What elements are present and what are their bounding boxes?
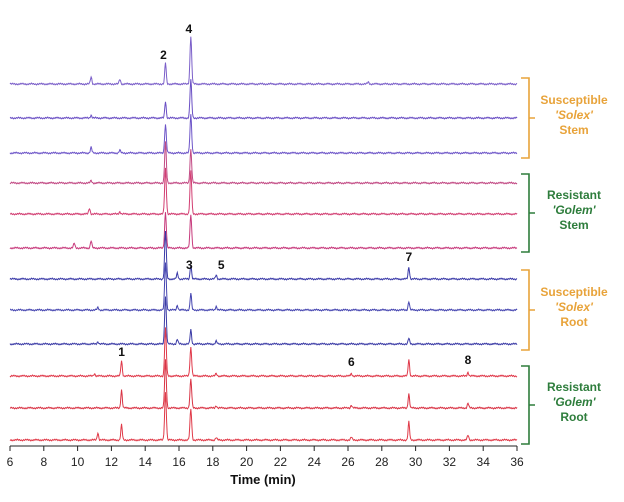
chromatogram-trace	[9, 359, 518, 410]
chromatogram-trace	[9, 114, 518, 155]
peak-label: 6	[348, 355, 355, 369]
x-tick-label: 10	[71, 455, 85, 469]
x-tick-label: 6	[7, 455, 14, 469]
group-label-line: Susceptible	[540, 285, 608, 299]
chromatogram-trace	[9, 167, 518, 216]
group-label-line: 'Solex'	[555, 300, 594, 314]
group-label-line: Resistant	[547, 188, 601, 202]
x-tick-label: 34	[477, 455, 491, 469]
x-tick-label: 20	[240, 455, 254, 469]
chromatogram-trace	[9, 79, 518, 120]
peak-label: 2	[160, 48, 167, 62]
group-label-line: Root	[560, 315, 587, 329]
x-tick-label: 16	[172, 455, 186, 469]
group-bracket	[521, 269, 535, 351]
chromatogram-trace	[9, 327, 518, 378]
x-tick-label: 12	[105, 455, 119, 469]
peak-label: 1	[118, 345, 125, 359]
chromatogram-trace	[10, 262, 518, 312]
group-label-line: 'Solex'	[555, 108, 594, 122]
chromatogram-trace	[9, 212, 518, 250]
x-tick-label: 8	[40, 455, 47, 469]
chromatogram-trace	[9, 36, 518, 86]
x-tick-label: 14	[139, 455, 153, 469]
peak-labels-layer: 1 2 3 4 5 6 7 8	[118, 22, 471, 369]
group-label-line: 'Golem'	[552, 203, 596, 217]
x-tick-label: 24	[308, 455, 322, 469]
x-tick-label: 30	[409, 455, 423, 469]
group-label-line: Stem	[559, 218, 588, 232]
peak-label: 4	[185, 22, 192, 36]
chromatogram-trace	[9, 231, 518, 281]
group-label-line: Root	[560, 410, 587, 424]
group-label-line: Resistant	[547, 380, 601, 394]
group-bracket	[521, 173, 535, 253]
peak-label: 8	[465, 353, 472, 367]
x-tick-label: 22	[274, 455, 288, 469]
chromatogram-trace	[9, 392, 518, 442]
peak-label: 3	[186, 258, 193, 272]
x-axis-title: Time (min)	[230, 472, 296, 487]
group-bracket	[521, 365, 535, 445]
x-tick-label: 26	[341, 455, 355, 469]
group-bracket	[521, 77, 535, 159]
traces-layer	[9, 36, 518, 442]
group-label-line: 'Golem'	[552, 395, 596, 409]
chromatogram-trace	[9, 141, 518, 185]
peak-label: 5	[218, 258, 225, 272]
group-label-line: Susceptible	[540, 93, 608, 107]
x-axis: 6 8 10 12 14 16 18 20 22 24 26 28 30 32 34 36	[7, 445, 524, 469]
x-tick-label: 28	[375, 455, 389, 469]
x-tick-label: 18	[206, 455, 220, 469]
group-label-line: Stem	[559, 123, 588, 137]
group-brackets-layer: Susceptible'Solex'StemResistant'Golem'St…	[521, 77, 608, 445]
x-tick-label: 36	[510, 455, 524, 469]
peak-label: 7	[405, 250, 412, 264]
chromatogram-trace	[9, 296, 518, 346]
x-tick-label: 32	[443, 455, 457, 469]
